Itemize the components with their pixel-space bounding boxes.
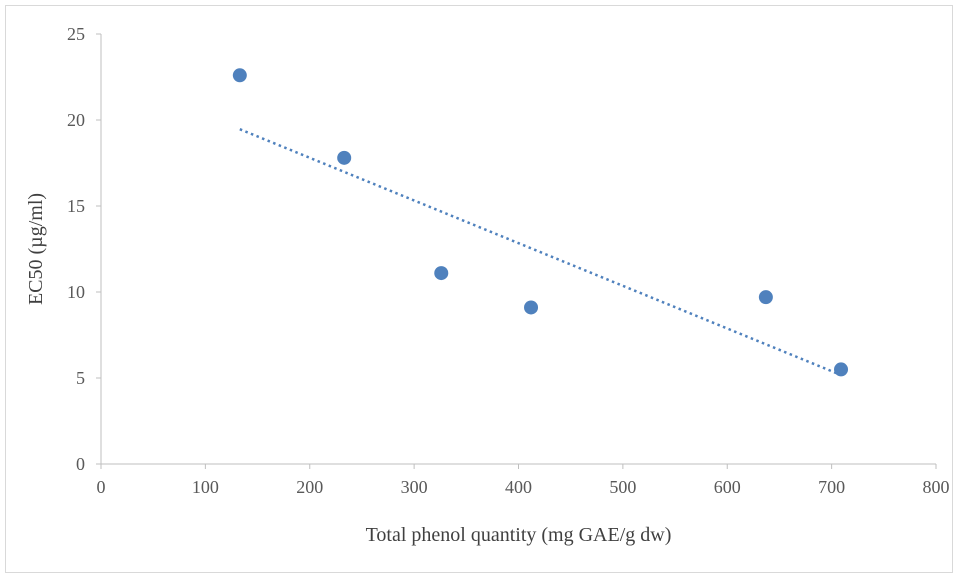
x-tick-label: 100	[192, 477, 219, 497]
chart-frame	[5, 5, 953, 573]
y-tick-label: 5	[76, 368, 85, 388]
x-tick-label: 400	[505, 477, 532, 497]
x-tick-label: 0	[97, 477, 106, 497]
tick-labels: 0 100 200 300 400 500 600 700 800 0 5 10 15 20 25	[67, 24, 950, 497]
x-tick-label: 200	[296, 477, 323, 497]
data-point	[434, 266, 449, 281]
data-point	[524, 300, 539, 315]
points-layer	[232, 68, 849, 377]
x-tick-label: 600	[714, 477, 741, 497]
y-tick-label: 10	[67, 282, 85, 302]
y-tick-label: 15	[67, 196, 85, 216]
trendline-layer	[239, 128, 842, 377]
data-point	[337, 150, 352, 165]
y-tick-label: 20	[67, 110, 85, 130]
y-tick-label: 0	[76, 454, 85, 474]
axes	[96, 33, 937, 469]
data-point	[834, 362, 849, 377]
x-tick-label: 300	[401, 477, 428, 497]
x-axis-title: Total phenol quantity (mg GAE/g dw)	[366, 524, 672, 546]
x-tick-label: 700	[818, 477, 845, 497]
data-point	[758, 290, 773, 305]
x-tick-label: 800	[923, 477, 950, 497]
y-axis-title: EC50 (µg/ml)	[25, 193, 47, 305]
data-point	[232, 68, 247, 83]
x-tick-label: 500	[609, 477, 636, 497]
trendline	[239, 128, 842, 377]
y-tick-label: 25	[67, 24, 85, 44]
